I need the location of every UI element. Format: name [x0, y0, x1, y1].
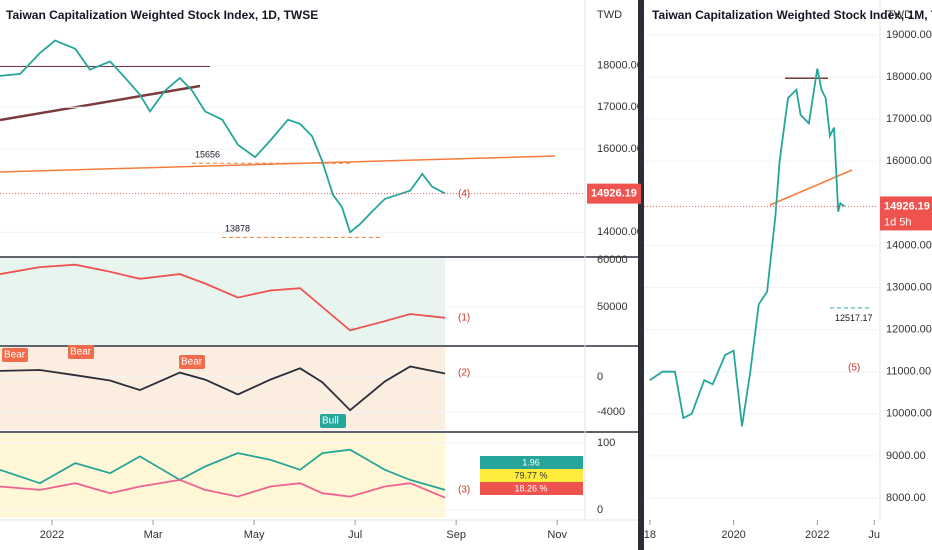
signal-badge: [179, 355, 205, 369]
level-label: 13878: [225, 224, 250, 234]
axis-unit: TWD: [887, 9, 912, 21]
table-cell: [480, 482, 583, 495]
y-tick-label: 18000.00: [597, 59, 643, 71]
table-text: 18.26 %: [514, 483, 547, 493]
signal-badge: [320, 414, 346, 428]
y-tick-label: 11000.00: [886, 366, 931, 378]
level-label: 15656: [195, 150, 220, 160]
axis-unit: TWD: [597, 9, 622, 21]
countdown: 1d 5h: [884, 216, 912, 228]
x-tick-label: Sep: [446, 529, 466, 541]
y-tick-label: 0: [597, 371, 603, 383]
y-tick-label: 8000.00: [886, 492, 926, 504]
trendline: [769, 169, 853, 206]
annotation: Bull: [322, 416, 339, 427]
annotation: (5): [848, 363, 860, 374]
y-tick-label: 0: [597, 504, 603, 516]
y-tick-label: 16000.00: [597, 143, 643, 155]
series-line: [0, 365, 446, 412]
x-tick-label: 2022: [40, 529, 64, 541]
price-label: 14926.19: [884, 200, 930, 212]
price-box: [587, 183, 641, 204]
x-tick-label: May: [244, 529, 265, 541]
y-tick-label: 9000.00: [886, 450, 926, 462]
x-tick-label: Jul: [348, 529, 362, 541]
y-tick-label: 100: [597, 437, 615, 449]
y-tick-label: -4000: [597, 406, 625, 418]
panel-bg: [0, 347, 445, 430]
annotation: (3): [458, 485, 470, 496]
panel-bg: [0, 433, 445, 518]
series-line: [649, 68, 846, 427]
chart-title: Taiwan Capitalization Weighted Stock Ind…: [652, 8, 932, 22]
y-tick-label: 12000.00: [886, 324, 932, 336]
divider: [638, 0, 644, 550]
trendline: [0, 84, 201, 122]
table-text: 1.96: [522, 457, 540, 467]
target-label: 12517.17: [835, 313, 873, 323]
y-tick-label: 18000.00: [886, 71, 932, 83]
table-cell: [480, 456, 583, 469]
y-tick-label: 16000.00: [886, 155, 932, 167]
annotation: Bear: [181, 357, 203, 368]
price-label: 14926.19: [591, 188, 637, 200]
series-line: [0, 39, 446, 234]
series-line: [0, 263, 446, 332]
panel-bg: [0, 258, 445, 345]
chart-title: Taiwan Capitalization Weighted Stock Ind…: [6, 8, 318, 22]
trendline: [0, 155, 556, 173]
annotation: Bear: [4, 350, 26, 361]
table-text: 79.77 %: [514, 470, 547, 480]
annotation: Bear: [70, 347, 92, 358]
y-tick-label: 17000.00: [597, 101, 643, 113]
y-tick-label: 17000.00: [886, 113, 932, 125]
x-tick-label: Nov: [547, 529, 567, 541]
table-cell: [480, 469, 583, 482]
x-tick-label: 18: [644, 529, 656, 541]
annotation: (2): [458, 368, 470, 379]
y-tick-label: 14000.00: [886, 239, 932, 251]
series-line: [0, 478, 446, 499]
annotation: (4): [458, 189, 470, 200]
x-tick-label: Ju: [868, 529, 880, 541]
y-tick-label: 10000.00: [886, 408, 932, 420]
y-tick-label: 14000.00: [597, 226, 643, 238]
x-tick-label: Mar: [144, 529, 163, 541]
y-tick-label: 60000: [597, 254, 628, 266]
x-tick-label: 2022: [805, 529, 829, 541]
signal-badge: [68, 345, 94, 359]
y-tick-label: 19000.00: [886, 29, 932, 41]
y-tick-label: 13000.00: [886, 281, 932, 293]
series-line: [0, 448, 446, 491]
x-tick-label: 2020: [721, 529, 745, 541]
annotation: (1): [458, 313, 470, 324]
price-box: [880, 196, 932, 231]
y-tick-label: 50000: [597, 301, 628, 313]
signal-badge: [2, 348, 28, 362]
